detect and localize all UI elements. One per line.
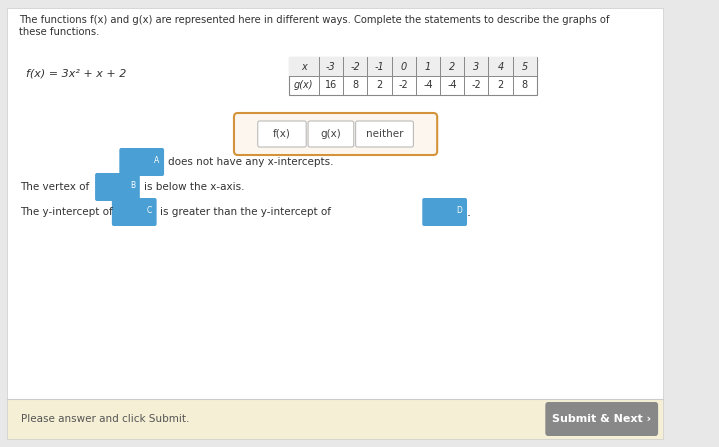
Text: g(x): g(x) [294,80,313,90]
FancyBboxPatch shape [257,121,306,147]
Text: C: C [147,206,152,215]
Text: -2: -2 [399,80,408,90]
Text: 3: 3 [473,62,480,72]
Text: 8: 8 [352,80,358,90]
Text: -2: -2 [350,62,360,72]
FancyBboxPatch shape [234,113,437,155]
Text: 5: 5 [522,62,528,72]
Text: -1: -1 [375,62,384,72]
Text: 16: 16 [325,80,337,90]
FancyBboxPatch shape [7,8,663,399]
FancyBboxPatch shape [119,148,164,176]
Text: neither: neither [366,129,403,139]
Text: .: . [467,206,471,219]
Text: -2: -2 [472,80,481,90]
Text: 2: 2 [498,80,504,90]
Text: B: B [130,181,135,190]
FancyBboxPatch shape [7,399,663,439]
FancyBboxPatch shape [422,198,467,226]
Text: x: x [301,62,307,72]
Text: The y-intercept of: The y-intercept of [21,207,114,217]
Text: D: D [457,206,462,215]
Text: does not have any x-intercepts.: does not have any x-intercepts. [168,157,334,167]
FancyBboxPatch shape [95,173,139,201]
Text: 0: 0 [400,62,407,72]
FancyBboxPatch shape [289,57,537,95]
Text: f(x) = 3x² + x + 2: f(x) = 3x² + x + 2 [26,69,127,79]
Text: A: A [154,156,159,165]
Text: is below the x-axis.: is below the x-axis. [144,182,244,192]
Text: -4: -4 [447,80,457,90]
Text: 4: 4 [498,62,504,72]
Text: 2: 2 [376,80,383,90]
FancyBboxPatch shape [289,57,537,76]
Text: g(x): g(x) [321,129,342,139]
FancyBboxPatch shape [545,402,658,436]
Text: -3: -3 [326,62,336,72]
Text: The functions f(x) and g(x) are represented here in different ways. Complete the: The functions f(x) and g(x) are represen… [19,15,609,25]
FancyBboxPatch shape [308,121,354,147]
Text: 8: 8 [522,80,528,90]
Text: is greater than the y-intercept of: is greater than the y-intercept of [160,207,331,217]
Text: Please answer and click Submit.: Please answer and click Submit. [21,414,189,424]
FancyBboxPatch shape [112,198,157,226]
Text: 2: 2 [449,62,455,72]
Text: -4: -4 [423,80,433,90]
Text: The vertex of: The vertex of [21,182,90,192]
Text: Submit & Next ›: Submit & Next › [552,414,651,424]
Text: these functions.: these functions. [19,27,99,37]
FancyBboxPatch shape [356,121,413,147]
Text: 1: 1 [425,62,431,72]
Text: f(x): f(x) [273,129,291,139]
